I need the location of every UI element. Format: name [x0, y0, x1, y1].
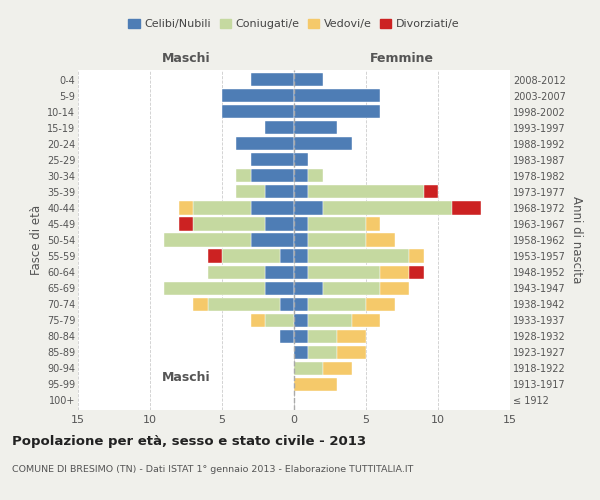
Bar	[294, 314, 308, 327]
Bar	[251, 234, 294, 246]
Bar	[193, 218, 265, 230]
Bar	[294, 121, 337, 134]
Bar	[337, 330, 366, 343]
Text: COMUNE DI BRESIMO (TN) - Dati ISTAT 1° gennaio 2013 - Elaborazione TUTTITALIA.IT: COMUNE DI BRESIMO (TN) - Dati ISTAT 1° g…	[12, 465, 413, 474]
Bar	[179, 202, 193, 214]
Legend: Celibi/Nubili, Coniugati/e, Vedovi/e, Divorziati/e: Celibi/Nubili, Coniugati/e, Vedovi/e, Di…	[124, 14, 464, 34]
Y-axis label: Anni di nascita: Anni di nascita	[570, 196, 583, 284]
Bar	[294, 378, 337, 391]
Text: Popolazione per età, sesso e stato civile - 2013: Popolazione per età, sesso e stato civil…	[12, 435, 366, 448]
Bar	[179, 218, 193, 230]
Bar	[280, 250, 294, 262]
Bar	[251, 314, 265, 327]
Bar	[366, 298, 395, 310]
Bar	[308, 218, 366, 230]
Bar	[409, 250, 424, 262]
Bar	[308, 170, 323, 182]
Bar	[265, 121, 294, 134]
Bar	[251, 153, 294, 166]
Bar	[323, 362, 352, 375]
Bar	[308, 250, 409, 262]
Bar	[323, 282, 380, 294]
Bar	[236, 170, 251, 182]
Bar	[308, 314, 352, 327]
Bar	[193, 202, 251, 214]
Bar	[208, 266, 265, 278]
Bar	[294, 218, 308, 230]
Bar	[323, 202, 452, 214]
Text: Maschi: Maschi	[161, 371, 211, 384]
Bar	[265, 186, 294, 198]
Bar	[294, 137, 352, 150]
Bar	[294, 186, 308, 198]
Bar	[294, 234, 308, 246]
Bar	[236, 186, 265, 198]
Bar	[294, 105, 380, 118]
Bar	[294, 346, 308, 359]
Bar	[380, 266, 409, 278]
Bar	[337, 346, 366, 359]
Bar	[236, 137, 294, 150]
Bar	[251, 73, 294, 86]
Bar	[294, 89, 380, 102]
Bar	[222, 105, 294, 118]
Bar	[265, 218, 294, 230]
Bar	[424, 186, 438, 198]
Bar	[294, 202, 323, 214]
Bar	[251, 170, 294, 182]
Bar	[265, 266, 294, 278]
Bar	[294, 298, 308, 310]
Bar	[452, 202, 481, 214]
Bar	[280, 298, 294, 310]
Bar	[308, 186, 424, 198]
Bar	[409, 266, 424, 278]
Bar	[208, 298, 280, 310]
Text: Femmine: Femmine	[370, 52, 434, 65]
Text: Maschi: Maschi	[161, 52, 211, 65]
Bar	[352, 314, 380, 327]
Bar	[265, 314, 294, 327]
Bar	[251, 202, 294, 214]
Bar	[164, 282, 265, 294]
Bar	[294, 362, 323, 375]
Bar	[294, 153, 308, 166]
Bar	[222, 250, 280, 262]
Bar	[308, 330, 337, 343]
Bar	[164, 234, 251, 246]
Bar	[308, 234, 366, 246]
Bar	[294, 330, 308, 343]
Bar	[366, 234, 395, 246]
Bar	[294, 170, 308, 182]
Bar	[294, 250, 308, 262]
Bar	[193, 298, 208, 310]
Bar	[308, 346, 337, 359]
Bar	[222, 89, 294, 102]
Bar	[265, 282, 294, 294]
Bar	[208, 250, 222, 262]
Bar	[308, 298, 366, 310]
Bar	[294, 266, 308, 278]
Bar	[308, 266, 380, 278]
Bar	[294, 73, 323, 86]
Bar	[380, 282, 409, 294]
Y-axis label: Fasce di età: Fasce di età	[29, 205, 43, 275]
Bar	[280, 330, 294, 343]
Bar	[294, 282, 323, 294]
Bar	[366, 218, 380, 230]
